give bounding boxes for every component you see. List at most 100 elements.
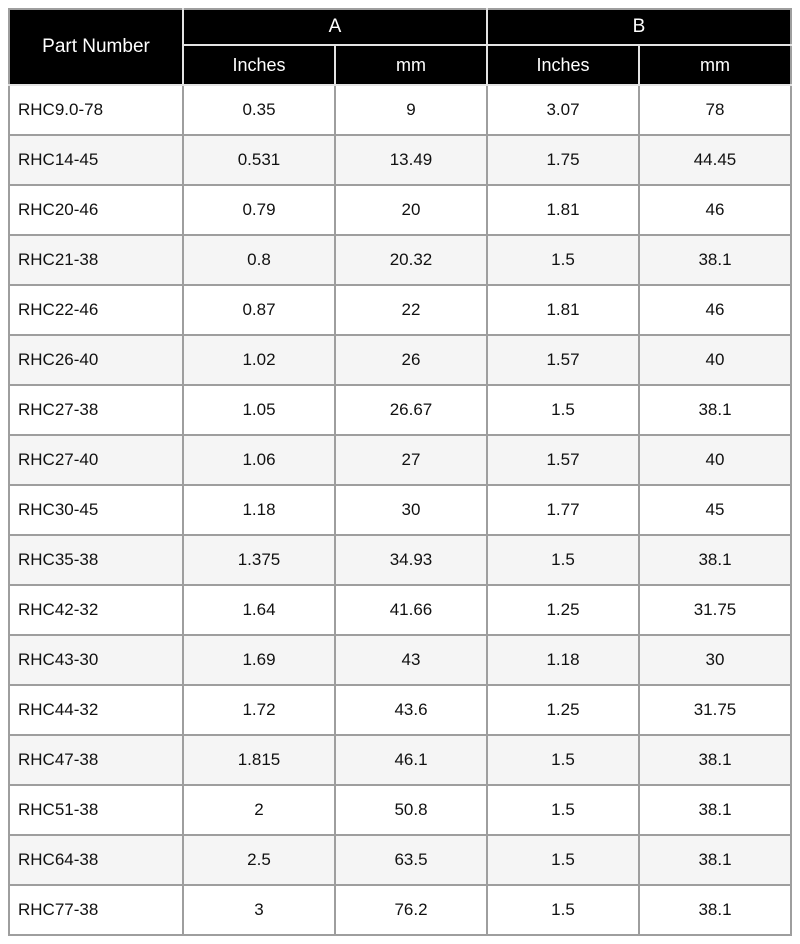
table-row: RHC9.0-78 0.35 9 3.07 78 — [8, 84, 792, 136]
cell-a-mm: 34.93 — [334, 534, 488, 586]
table-row: RHC77-38 3 76.2 1.5 38.1 — [8, 884, 792, 936]
cell-a-mm: 63.5 — [334, 834, 488, 886]
cell-b-inches: 1.57 — [486, 434, 640, 486]
table-row: RHC27-38 1.05 26.67 1.5 38.1 — [8, 384, 792, 436]
cell-a-mm: 50.8 — [334, 784, 488, 836]
cell-b-inches: 1.5 — [486, 884, 640, 936]
cell-a-mm: 26.67 — [334, 384, 488, 436]
table-body: RHC9.0-78 0.35 9 3.07 78 RHC14-45 0.531 … — [8, 84, 792, 936]
cell-part-number: RHC20-46 — [8, 184, 184, 236]
table-row: RHC51-38 2 50.8 1.5 38.1 — [8, 784, 792, 836]
cell-b-mm: 38.1 — [638, 834, 792, 886]
cell-b-inches: 1.81 — [486, 184, 640, 236]
cell-part-number: RHC35-38 — [8, 534, 184, 586]
cell-a-mm: 13.49 — [334, 134, 488, 186]
cell-a-inches: 3 — [182, 884, 336, 936]
header-b-mm: mm — [638, 44, 792, 86]
cell-b-inches: 1.77 — [486, 484, 640, 536]
table-row: RHC30-45 1.18 30 1.77 45 — [8, 484, 792, 536]
cell-a-mm: 76.2 — [334, 884, 488, 936]
cell-b-mm: 44.45 — [638, 134, 792, 186]
cell-part-number: RHC26-40 — [8, 334, 184, 386]
cell-a-mm: 26 — [334, 334, 488, 386]
header-part-number: Part Number — [8, 8, 184, 86]
header-a-inches: Inches — [182, 44, 336, 86]
cell-b-inches: 1.5 — [486, 534, 640, 586]
cell-b-inches: 3.07 — [486, 84, 640, 136]
cell-a-inches: 1.72 — [182, 684, 336, 736]
table-row: RHC27-40 1.06 27 1.57 40 — [8, 434, 792, 486]
cell-a-mm: 20.32 — [334, 234, 488, 286]
cell-b-mm: 38.1 — [638, 534, 792, 586]
cell-b-inches: 1.5 — [486, 384, 640, 436]
table-row: RHC21-38 0.8 20.32 1.5 38.1 — [8, 234, 792, 286]
table-row: RHC44-32 1.72 43.6 1.25 31.75 — [8, 684, 792, 736]
table-row: RHC26-40 1.02 26 1.57 40 — [8, 334, 792, 386]
cell-b-inches: 1.75 — [486, 134, 640, 186]
cell-a-inches: 0.79 — [182, 184, 336, 236]
table-row: RHC42-32 1.64 41.66 1.25 31.75 — [8, 584, 792, 636]
table-row: RHC35-38 1.375 34.93 1.5 38.1 — [8, 534, 792, 586]
cell-b-inches: 1.81 — [486, 284, 640, 336]
table-header: Part Number A B Inches mm Inches mm — [8, 8, 792, 86]
cell-a-mm: 20 — [334, 184, 488, 236]
cell-b-mm: 31.75 — [638, 684, 792, 736]
cell-a-mm: 27 — [334, 434, 488, 486]
cell-b-mm: 46 — [638, 184, 792, 236]
cell-part-number: RHC27-38 — [8, 384, 184, 436]
cell-a-mm: 46.1 — [334, 734, 488, 786]
cell-part-number: RHC51-38 — [8, 784, 184, 836]
cell-b-mm: 45 — [638, 484, 792, 536]
cell-a-inches: 1.375 — [182, 534, 336, 586]
cell-a-inches: 1.18 — [182, 484, 336, 536]
cell-b-inches: 1.5 — [486, 234, 640, 286]
cell-part-number: RHC44-32 — [8, 684, 184, 736]
cell-part-number: RHC77-38 — [8, 884, 184, 936]
cell-a-inches: 1.05 — [182, 384, 336, 436]
cell-b-mm: 31.75 — [638, 584, 792, 636]
cell-a-mm: 43 — [334, 634, 488, 686]
cell-a-inches: 1.69 — [182, 634, 336, 686]
cell-a-inches: 0.8 — [182, 234, 336, 286]
cell-part-number: RHC64-38 — [8, 834, 184, 886]
header-a-mm: mm — [334, 44, 488, 86]
table-row: RHC47-38 1.815 46.1 1.5 38.1 — [8, 734, 792, 786]
cell-b-mm: 78 — [638, 84, 792, 136]
cell-b-mm: 30 — [638, 634, 792, 686]
cell-a-mm: 30 — [334, 484, 488, 536]
cell-a-mm: 22 — [334, 284, 488, 336]
cell-a-inches: 1.02 — [182, 334, 336, 386]
cell-b-mm: 40 — [638, 434, 792, 486]
cell-a-inches: 0.531 — [182, 134, 336, 186]
table-row: RHC22-46 0.87 22 1.81 46 — [8, 284, 792, 336]
cell-a-mm: 43.6 — [334, 684, 488, 736]
cell-part-number: RHC30-45 — [8, 484, 184, 536]
header-b-inches: Inches — [486, 44, 640, 86]
cell-part-number: RHC9.0-78 — [8, 84, 184, 136]
cell-b-mm: 40 — [638, 334, 792, 386]
cell-b-mm: 38.1 — [638, 734, 792, 786]
cell-part-number: RHC43-30 — [8, 634, 184, 686]
cell-part-number: RHC14-45 — [8, 134, 184, 186]
cell-b-inches: 1.5 — [486, 734, 640, 786]
cell-b-inches: 1.25 — [486, 684, 640, 736]
cell-a-mm: 41.66 — [334, 584, 488, 636]
cell-b-inches: 1.5 — [486, 834, 640, 886]
cell-part-number: RHC42-32 — [8, 584, 184, 636]
table-row: RHC20-46 0.79 20 1.81 46 — [8, 184, 792, 236]
cell-a-inches: 1.06 — [182, 434, 336, 486]
cell-b-inches: 1.5 — [486, 784, 640, 836]
cell-a-inches: 1.64 — [182, 584, 336, 636]
cell-a-inches: 2.5 — [182, 834, 336, 886]
header-group-b: B — [486, 8, 792, 46]
cell-a-inches: 0.35 — [182, 84, 336, 136]
cell-b-mm: 46 — [638, 284, 792, 336]
header-group-a: A — [182, 8, 488, 46]
cell-b-inches: 1.18 — [486, 634, 640, 686]
cell-b-mm: 38.1 — [638, 234, 792, 286]
table-row: RHC64-38 2.5 63.5 1.5 38.1 — [8, 834, 792, 886]
cell-a-inches: 1.815 — [182, 734, 336, 786]
cell-b-mm: 38.1 — [638, 784, 792, 836]
cell-a-inches: 0.87 — [182, 284, 336, 336]
